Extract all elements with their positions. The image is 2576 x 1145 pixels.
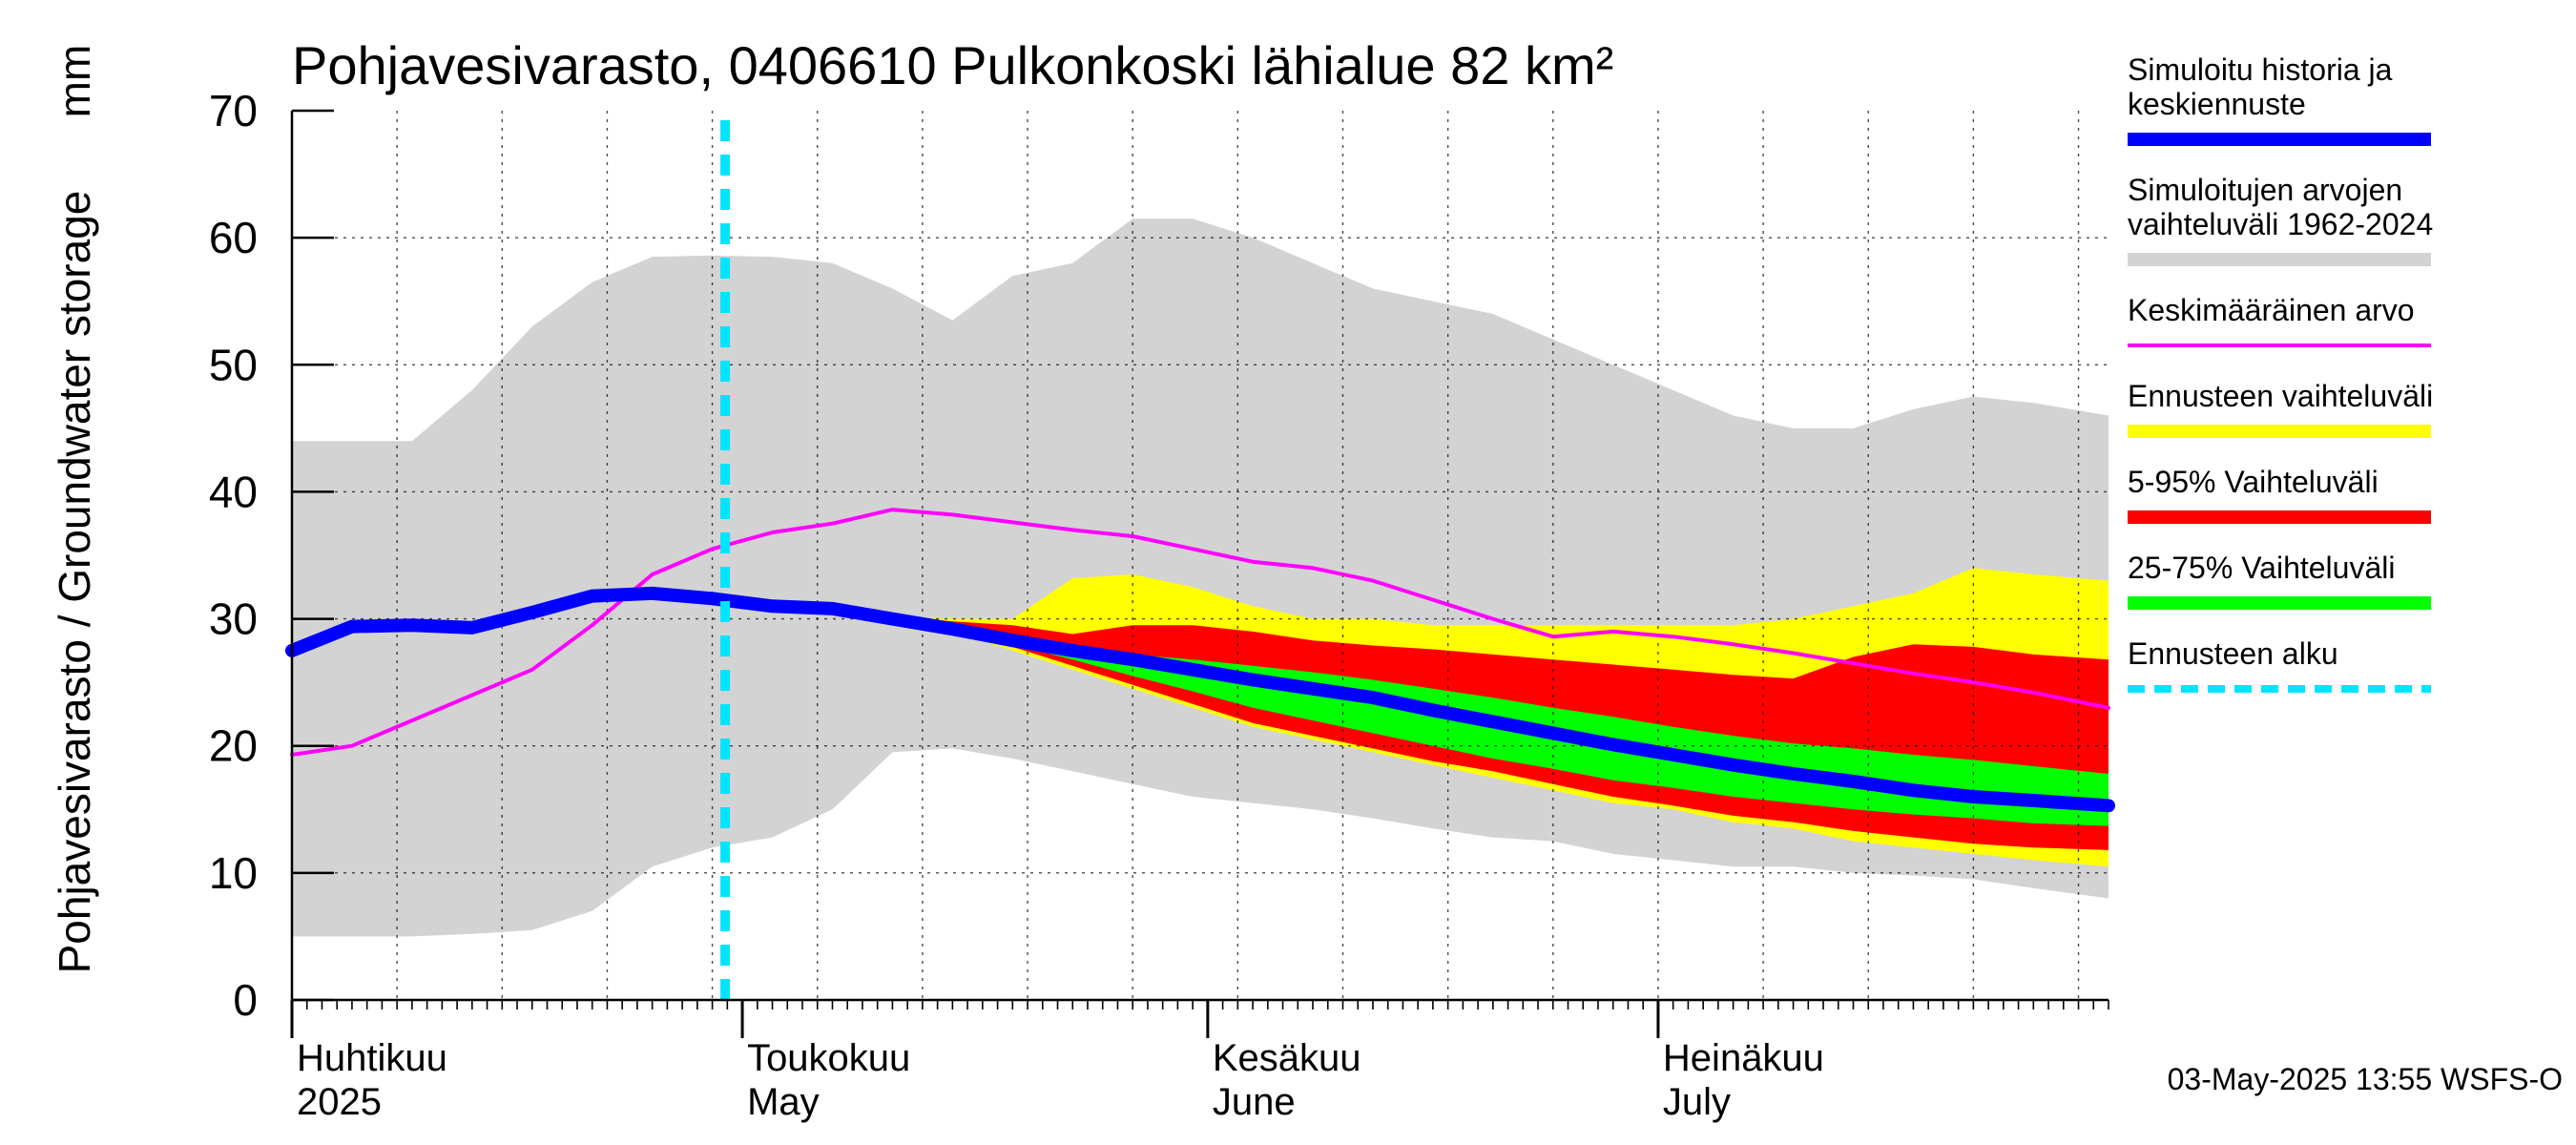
y-tick-label: 50 — [209, 340, 258, 389]
legend-label: Ennusteen alku — [2128, 636, 2338, 671]
plot-area — [285, 109, 2115, 1038]
month-label: Toukokuu — [747, 1037, 910, 1079]
axes — [290, 109, 2109, 1038]
legend-label: Keskimääräinen arvo — [2128, 293, 2415, 327]
y-tick-label: 40 — [209, 467, 258, 516]
y-tick-label: 60 — [209, 213, 258, 262]
simulated-median-line — [285, 586, 2115, 813]
month-sublabel: June — [1213, 1081, 1296, 1123]
y-tick-label: 30 — [209, 594, 258, 644]
lines-layer — [285, 120, 2115, 1000]
month-sublabel: July — [1663, 1081, 1731, 1123]
legend-label: 25-75% Vaihteluväli — [2128, 551, 2395, 585]
legend-label: vaihteluväli 1962-2024 — [2128, 207, 2433, 241]
y-tick-label: 10 — [209, 848, 258, 898]
legend-label: Ennusteen vaihteluväli — [2128, 379, 2433, 413]
month-label: Huhtikuu — [297, 1037, 447, 1079]
y-tick-label: 70 — [209, 86, 258, 135]
gridlines — [292, 111, 2109, 1000]
y-axis-unit: mm — [50, 45, 99, 118]
month-label: Heinäkuu — [1663, 1037, 1824, 1079]
legend-label: keskiennuste — [2128, 87, 2306, 121]
bands-layer — [292, 219, 2109, 937]
month-sublabel: May — [747, 1081, 820, 1123]
y-tick-labels: 0 10 20 30 40 50 60 70 — [209, 86, 258, 1025]
mean-line — [290, 508, 2110, 757]
month-sublabel: 2025 — [297, 1081, 382, 1123]
chart-title: Pohjavesivarasto, 0406610 Pulkonkoski lä… — [292, 35, 1613, 95]
legend-label: Simuloitu historia ja — [2128, 52, 2393, 87]
y-tick-label: 0 — [233, 975, 258, 1025]
y-tick-label: 20 — [209, 721, 258, 771]
timestamp: 03-May-2025 13:55 WSFS-O — [2168, 1062, 2563, 1096]
month-label: Kesäkuu — [1213, 1037, 1361, 1079]
legend-label: 5-95% Vaihteluväli — [2128, 465, 2379, 499]
legend-label: Simuloitujen arvojen — [2128, 173, 2402, 207]
y-axis-title: Pohjavesivarasto / Groundwater storage — [50, 191, 99, 974]
